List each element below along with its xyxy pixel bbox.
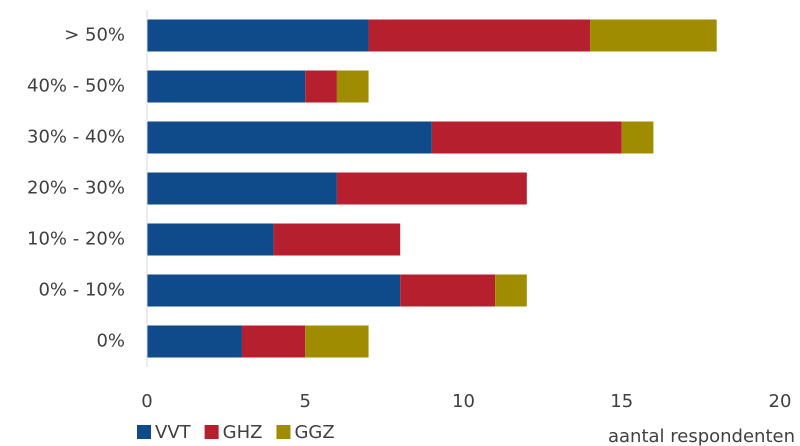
bar-segment bbox=[147, 70, 306, 103]
y-tick-label: 40% - 50% bbox=[27, 76, 125, 97]
bar-segment bbox=[305, 70, 337, 103]
bar-segment bbox=[590, 19, 717, 52]
x-tick-label: 0 bbox=[141, 391, 152, 412]
legend-label: GHZ bbox=[223, 422, 263, 443]
bar-segment bbox=[400, 274, 496, 307]
bar-segment bbox=[431, 121, 622, 154]
bar-segment bbox=[147, 172, 337, 205]
legend-swatch bbox=[204, 425, 219, 439]
bar-segment bbox=[621, 121, 654, 154]
y-tick-label: > 50% bbox=[64, 25, 125, 46]
bar-segment bbox=[495, 274, 527, 307]
x-axis-title: aantal respondenten bbox=[608, 426, 795, 446]
x-tick-label: 10 bbox=[452, 391, 475, 412]
bar-segment bbox=[305, 325, 369, 358]
x-tick-label: 5 bbox=[300, 391, 311, 412]
bar-segment bbox=[147, 325, 242, 358]
legend-label: VVT bbox=[155, 422, 192, 443]
bar-segment bbox=[273, 223, 401, 256]
y-tick-label: 0% bbox=[96, 331, 125, 352]
legend-label: GGZ bbox=[294, 422, 334, 443]
y-tick-label: 10% - 20% bbox=[27, 229, 125, 250]
bar-segment bbox=[147, 274, 401, 307]
bar-segment bbox=[336, 70, 369, 103]
legend-swatch bbox=[276, 425, 291, 439]
bar-segment bbox=[147, 223, 274, 256]
legend-swatch bbox=[137, 425, 151, 439]
bar-segment bbox=[147, 121, 432, 154]
bar-segment bbox=[241, 325, 306, 358]
bar-segment bbox=[336, 172, 527, 205]
y-tick-label: 0% - 10% bbox=[38, 280, 125, 301]
y-tick-label: 30% - 40% bbox=[27, 127, 125, 148]
x-tick-label: 15 bbox=[610, 391, 633, 412]
bar-segment bbox=[147, 19, 369, 52]
x-tick-label: 20 bbox=[769, 391, 792, 412]
bar-segment bbox=[368, 19, 591, 52]
y-tick-label: 20% - 30% bbox=[27, 178, 125, 199]
